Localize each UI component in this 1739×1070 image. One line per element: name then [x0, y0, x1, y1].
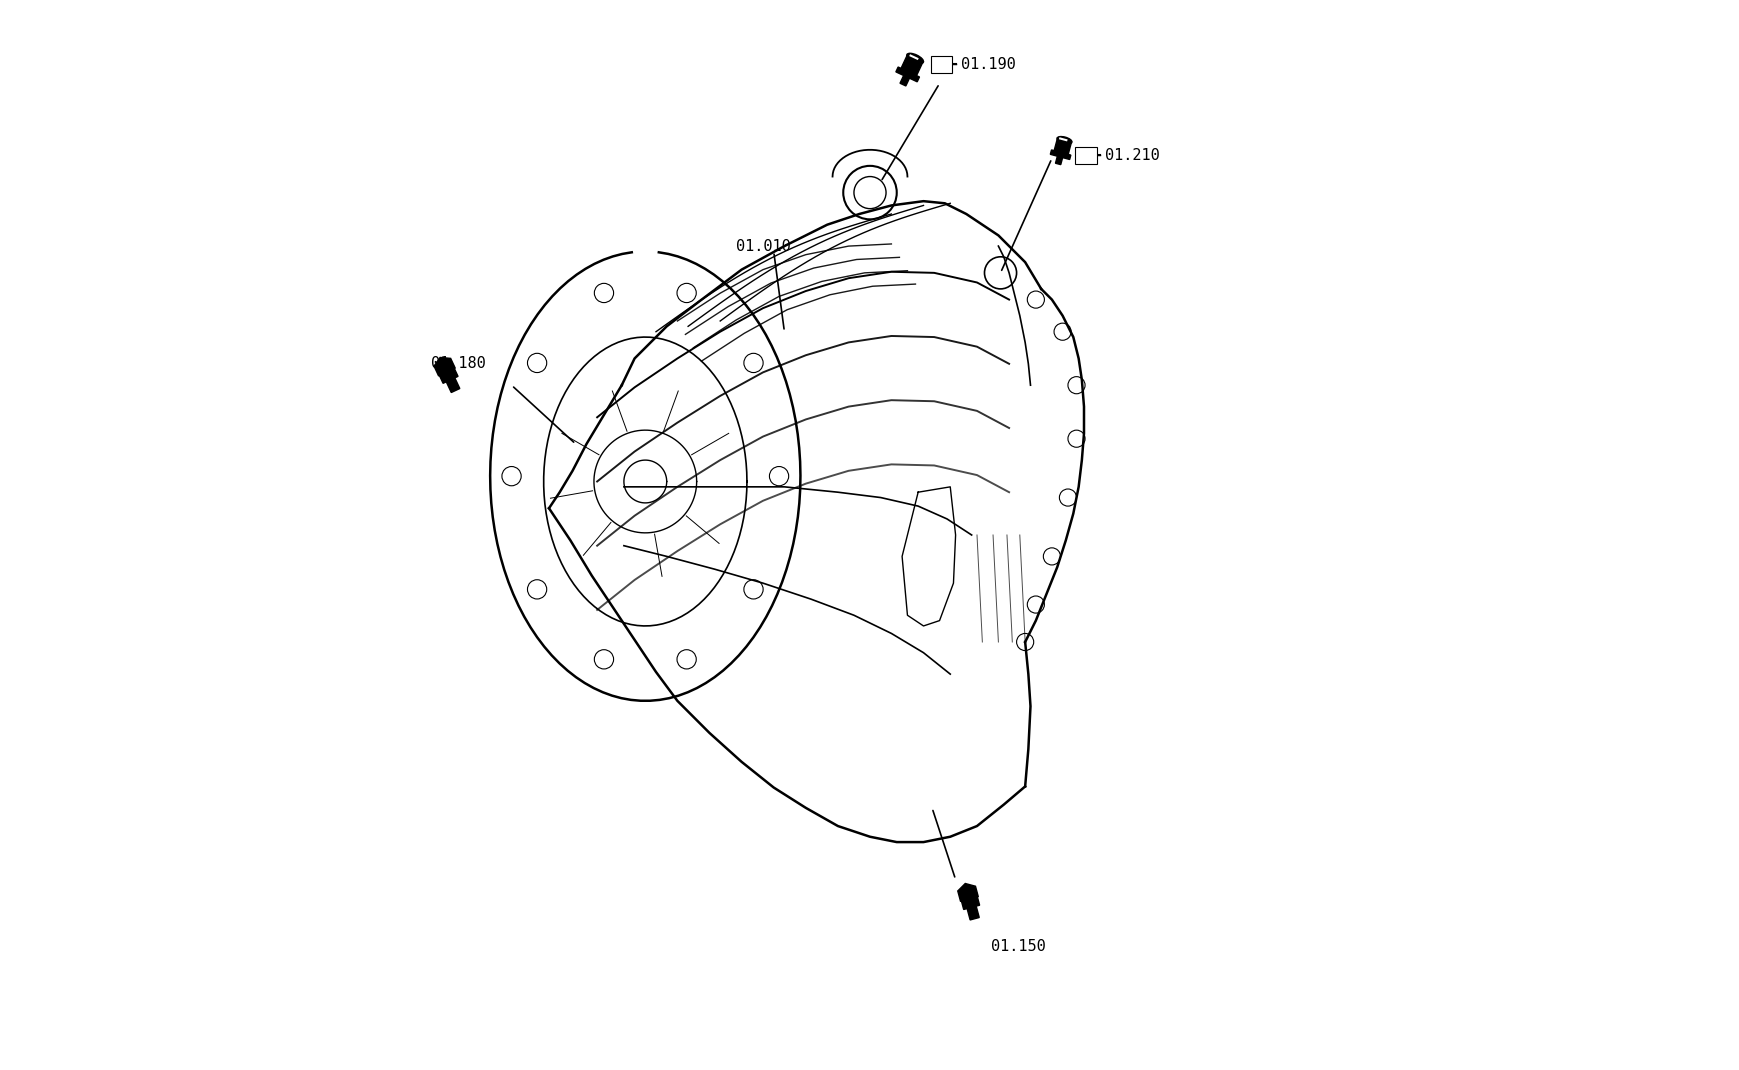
Polygon shape — [1056, 155, 1063, 165]
Polygon shape — [433, 357, 456, 377]
FancyBboxPatch shape — [930, 56, 951, 73]
Polygon shape — [896, 67, 918, 81]
Polygon shape — [436, 364, 457, 383]
Ellipse shape — [1056, 137, 1071, 143]
Polygon shape — [899, 75, 909, 86]
Text: 01.150: 01.150 — [989, 939, 1045, 954]
Polygon shape — [967, 906, 979, 920]
Polygon shape — [960, 891, 979, 910]
Text: 01.190: 01.190 — [960, 57, 1016, 72]
Text: 01.010: 01.010 — [736, 239, 791, 254]
Ellipse shape — [906, 54, 923, 63]
FancyBboxPatch shape — [1075, 147, 1096, 164]
Polygon shape — [1050, 150, 1069, 159]
Polygon shape — [1052, 139, 1071, 157]
Text: 01.210: 01.210 — [1104, 148, 1160, 163]
Text: 01.180: 01.180 — [431, 356, 485, 371]
Polygon shape — [445, 378, 459, 393]
Polygon shape — [956, 884, 977, 904]
Polygon shape — [899, 56, 922, 78]
